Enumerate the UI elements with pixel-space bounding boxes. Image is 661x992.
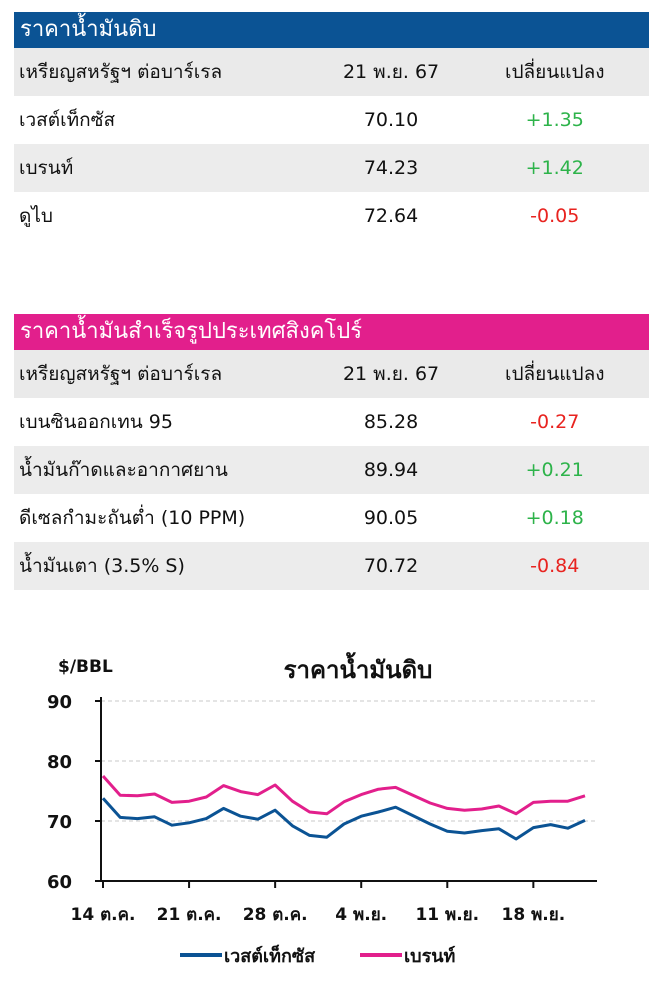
- row-name: เบรนท์: [19, 157, 74, 179]
- row-price: 72.64: [363, 205, 419, 227]
- row-change: -0.05: [530, 205, 580, 227]
- row-change: -0.84: [530, 555, 580, 577]
- crude-price-table: ราคาน้ำมันดิบ เหรียญสหรัฐฯ ต่อบาร์เรล 21…: [14, 12, 649, 240]
- header-change: เปลี่ยนแปลง: [504, 61, 605, 83]
- table-row: เบรนท์ 74.23 +1.42: [14, 144, 649, 192]
- row-change: +1.35: [525, 109, 584, 131]
- row-name: น้ำมันเตา (3.5% S): [19, 555, 185, 577]
- refined-price-table: ราคาน้ำมันสำเร็จรูปประเทศสิงคโปร์ เหรียญ…: [14, 314, 649, 590]
- row-name: ดีเซลกำมะถันต่ำ (10 PPM): [19, 507, 246, 529]
- table-row: ดีเซลกำมะถันต่ำ (10 PPM) 90.05 +0.18: [14, 494, 649, 542]
- row-change: +0.21: [525, 459, 584, 481]
- row-price: 70.10: [363, 109, 419, 131]
- row-change: +1.42: [525, 157, 584, 179]
- row-name: เวสต์เท็กซัส: [19, 109, 116, 131]
- row-price: 74.23: [363, 157, 419, 179]
- table-row: ดูไบ 72.64 -0.05: [14, 192, 649, 240]
- row-name: น้ำมันก๊าดและอากาศยาน: [19, 459, 228, 481]
- wti-series-line: [101, 797, 586, 841]
- row-name: ดูไบ: [19, 205, 53, 227]
- table-row: เบนซินออกเทน 95 85.28 -0.27: [14, 398, 649, 446]
- crude-price-chart: $/BBL ราคาน้ำมันดิบ 60 70 80 90 14 ต.ค. 21 ต.…: [0, 640, 661, 988]
- legend: เวสต์เท็กซัส เบรนท์: [180, 944, 455, 967]
- table-row: น้ำมันเตา (3.5% S) 70.72 -0.84: [14, 542, 649, 590]
- chart-canvas: $/BBL ราคาน้ำมันดิบ 60 70 80 90 14 ต.ค. 21 ต.…: [47, 651, 597, 967]
- legend-label-brent: เบรนท์: [404, 945, 455, 967]
- brent-series-line: [101, 774, 586, 816]
- header-date: 21 พ.ย. 67: [342, 363, 440, 385]
- y-tick-label: 90: [47, 692, 72, 713]
- crude-table-title: ราคาน้ำมันดิบ: [14, 12, 649, 48]
- row-price: 89.94: [363, 459, 419, 481]
- row-change: -0.27: [530, 411, 580, 433]
- x-tick-label: 14 ต.ค.: [71, 905, 136, 925]
- row-price: 70.72: [363, 555, 419, 577]
- row-name: เบนซินออกเทน 95: [19, 411, 173, 433]
- y-axis-unit-label: $/BBL: [58, 657, 113, 677]
- row-price: 90.05: [363, 507, 419, 529]
- row-change: +0.18: [525, 507, 584, 529]
- legend-label-wti: เวสต์เท็กซัส: [224, 944, 316, 967]
- header-change: เปลี่ยนแปลง: [504, 363, 605, 385]
- header-date: 21 พ.ย. 67: [342, 61, 440, 83]
- chart-title: ราคาน้ำมันดิบ: [284, 651, 433, 684]
- y-tick-label: 80: [47, 752, 72, 773]
- x-tick-label: 11 พ.ย.: [415, 905, 479, 925]
- axes: 60 70 80 90 14 ต.ค. 21 ต.ค. 28 ต.ค. 4 พ.ย. 11 พ.…: [47, 692, 597, 925]
- x-tick-label: 4 พ.ย.: [335, 905, 387, 925]
- header-unit: เหรียญสหรัฐฯ ต่อบาร์เรล: [19, 61, 223, 83]
- refined-table-title: ราคาน้ำมันสำเร็จรูปประเทศสิงคโปร์: [14, 314, 649, 350]
- refined-table-header: เหรียญสหรัฐฯ ต่อบาร์เรล 21 พ.ย. 67 เปลี่…: [14, 350, 649, 398]
- row-price: 85.28: [363, 411, 419, 433]
- x-tick-label: 21 ต.ค.: [157, 905, 222, 925]
- crude-table-header: เหรียญสหรัฐฯ ต่อบาร์เรล 21 พ.ย. 67 เปลี่…: [14, 48, 649, 96]
- table-row: เวสต์เท็กซัส 70.10 +1.35: [14, 96, 649, 144]
- y-tick-label: 60: [47, 872, 72, 893]
- series-lines: [101, 774, 586, 841]
- x-tick-label: 28 ต.ค.: [243, 905, 308, 925]
- header-unit: เหรียญสหรัฐฯ ต่อบาร์เรล: [19, 363, 223, 385]
- x-tick-label: 18 พ.ย.: [502, 905, 566, 925]
- table-row: น้ำมันก๊าดและอากาศยาน 89.94 +0.21: [14, 446, 649, 494]
- y-tick-label: 70: [47, 812, 72, 833]
